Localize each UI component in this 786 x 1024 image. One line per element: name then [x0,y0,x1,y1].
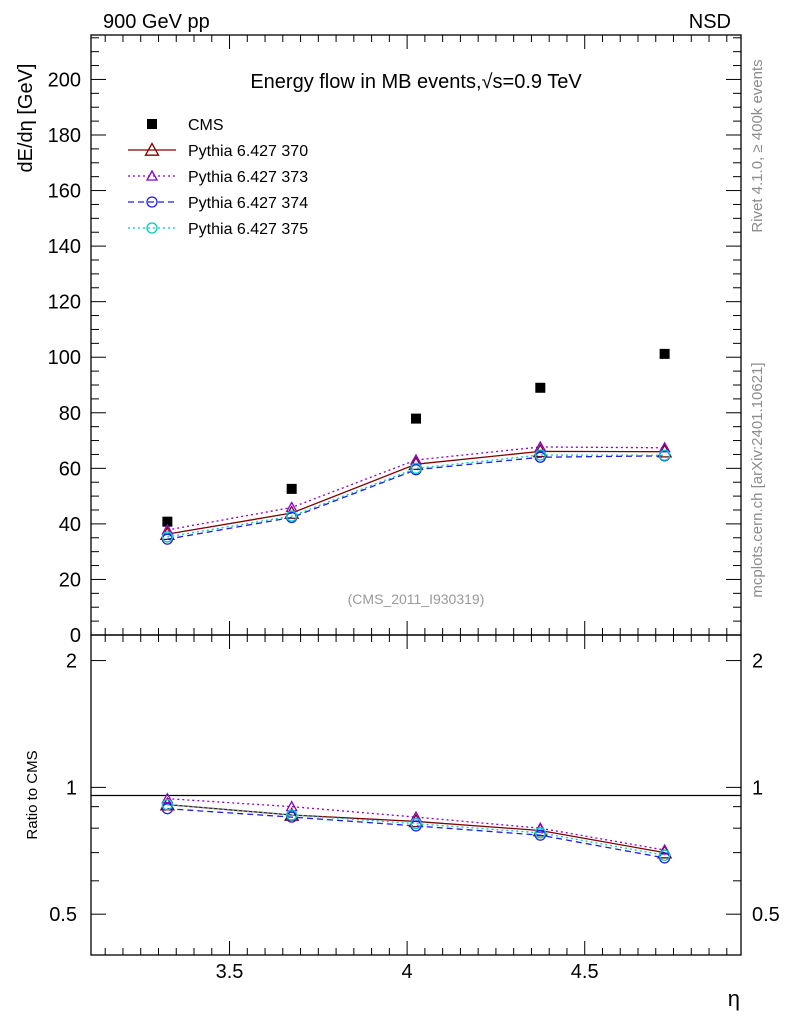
ratio-point-p375 [534,827,546,839]
ratio-line-p375 [167,803,665,856]
data-point-p375 [286,510,298,522]
main-axis-ticks: 0 20 40 60 80 100 120 140 160 180 200 [48,37,741,647]
legend-marker-data [147,119,157,129]
ratio-axis-ticks: 0.5 0.5 1 1 2 2 [49,651,780,956]
ratio-point-p373 [658,843,671,855]
header-process-label: NSD [689,11,731,33]
ratio-line-p374 [167,808,665,859]
data-point-data [535,382,546,393]
ratio-point-p375 [286,809,298,821]
y-tick-label: 160 [48,181,81,203]
data-point-data [659,348,670,359]
series-line-p375 [167,454,665,538]
legend: CMS Pythia 6.427 370 Pythia 6.427 373 Pythi… [128,117,308,238]
ratio-tick-label-right: 2 [752,651,763,673]
ratio-tick-label: 0.5 [49,904,77,926]
y-tick-label: 0 [70,625,81,647]
rivet-version-label: Rivet 4.1.0, ≥ 400k events [749,59,766,232]
y-tick-label: 80 [59,403,81,425]
data-point-p375 [658,449,671,461]
ratio-point-p375 [658,849,671,861]
data-point-p373 [658,441,671,453]
ratio-series-group [159,792,673,864]
legend-label-p374: Pythia 6.427 374 [188,195,308,212]
legend-label-p375: Pythia 6.427 375 [188,221,308,238]
y-tick-label: 60 [59,458,81,480]
ratio-point-p373 [285,800,298,812]
legend-label-p370: Pythia 6.427 370 [188,143,308,160]
y-tick-label: 120 [48,292,81,314]
x-axis-label: η [728,986,740,1011]
ratio-point-p375 [161,798,174,811]
ratio-y-axis-label: Ratio to CMS [24,750,41,839]
legend-label-p373: Pythia 6.427 373 [188,169,308,186]
ratio-point-p374 [658,852,671,864]
ratio-tick-label-right: 0.5 [752,904,780,926]
data-point-p373 [409,453,423,465]
ratio-point-p373 [534,821,547,833]
data-point-p373 [534,440,547,452]
y-tick-label: 200 [48,69,81,91]
x-tick-label: 3.5 [216,961,244,983]
chart-title: Energy flow in MB events,√s=0.9 TeV [250,71,582,93]
data-point-data [411,413,421,424]
series-line-p374 [167,455,665,540]
ratio-point-p373 [161,792,174,804]
ratio-tick-label-right: 1 [752,777,763,799]
ratio-tick-label: 1 [66,777,77,799]
legend-marker-p374 [146,196,158,208]
data-point-data [286,483,297,494]
y-tick-label: 40 [59,514,81,536]
x-tick-label: 4 [402,961,413,983]
y-tick-label: 100 [48,347,81,369]
data-point-p375 [410,462,422,474]
ratio-line-p373 [167,798,665,851]
x-tick-label: 4.5 [571,961,599,983]
y-tick-label: 20 [59,569,81,591]
legend-marker-p375 [146,222,158,234]
ratio-point-p374 [161,803,174,815]
ratio-point-p375 [410,818,422,830]
data-point-p375 [534,449,546,461]
header-collision-label: 900 GeV pp [103,11,210,33]
main-series-group [159,348,673,545]
y-axis-label: dE/dη [GeV] [15,64,37,173]
x-axis-ticks: 3.5 4 4.5 [104,35,728,983]
y-tick-label: 180 [48,125,81,147]
ratio-tick-label: 2 [66,651,77,673]
series-line-p373 [167,446,665,531]
analysis-watermark: (CMS_2011_I930319) [348,591,485,607]
legend-marker-p373 [145,169,159,181]
legend-label-data: CMS [188,117,224,134]
y-tick-label: 140 [48,236,81,258]
data-point-data [162,516,173,527]
mcplots-credit-label: mcplots.cern.ch [arXiv:2401.10621] [749,362,766,597]
data-point-p375 [161,531,174,543]
legend-marker-p370 [144,142,160,156]
